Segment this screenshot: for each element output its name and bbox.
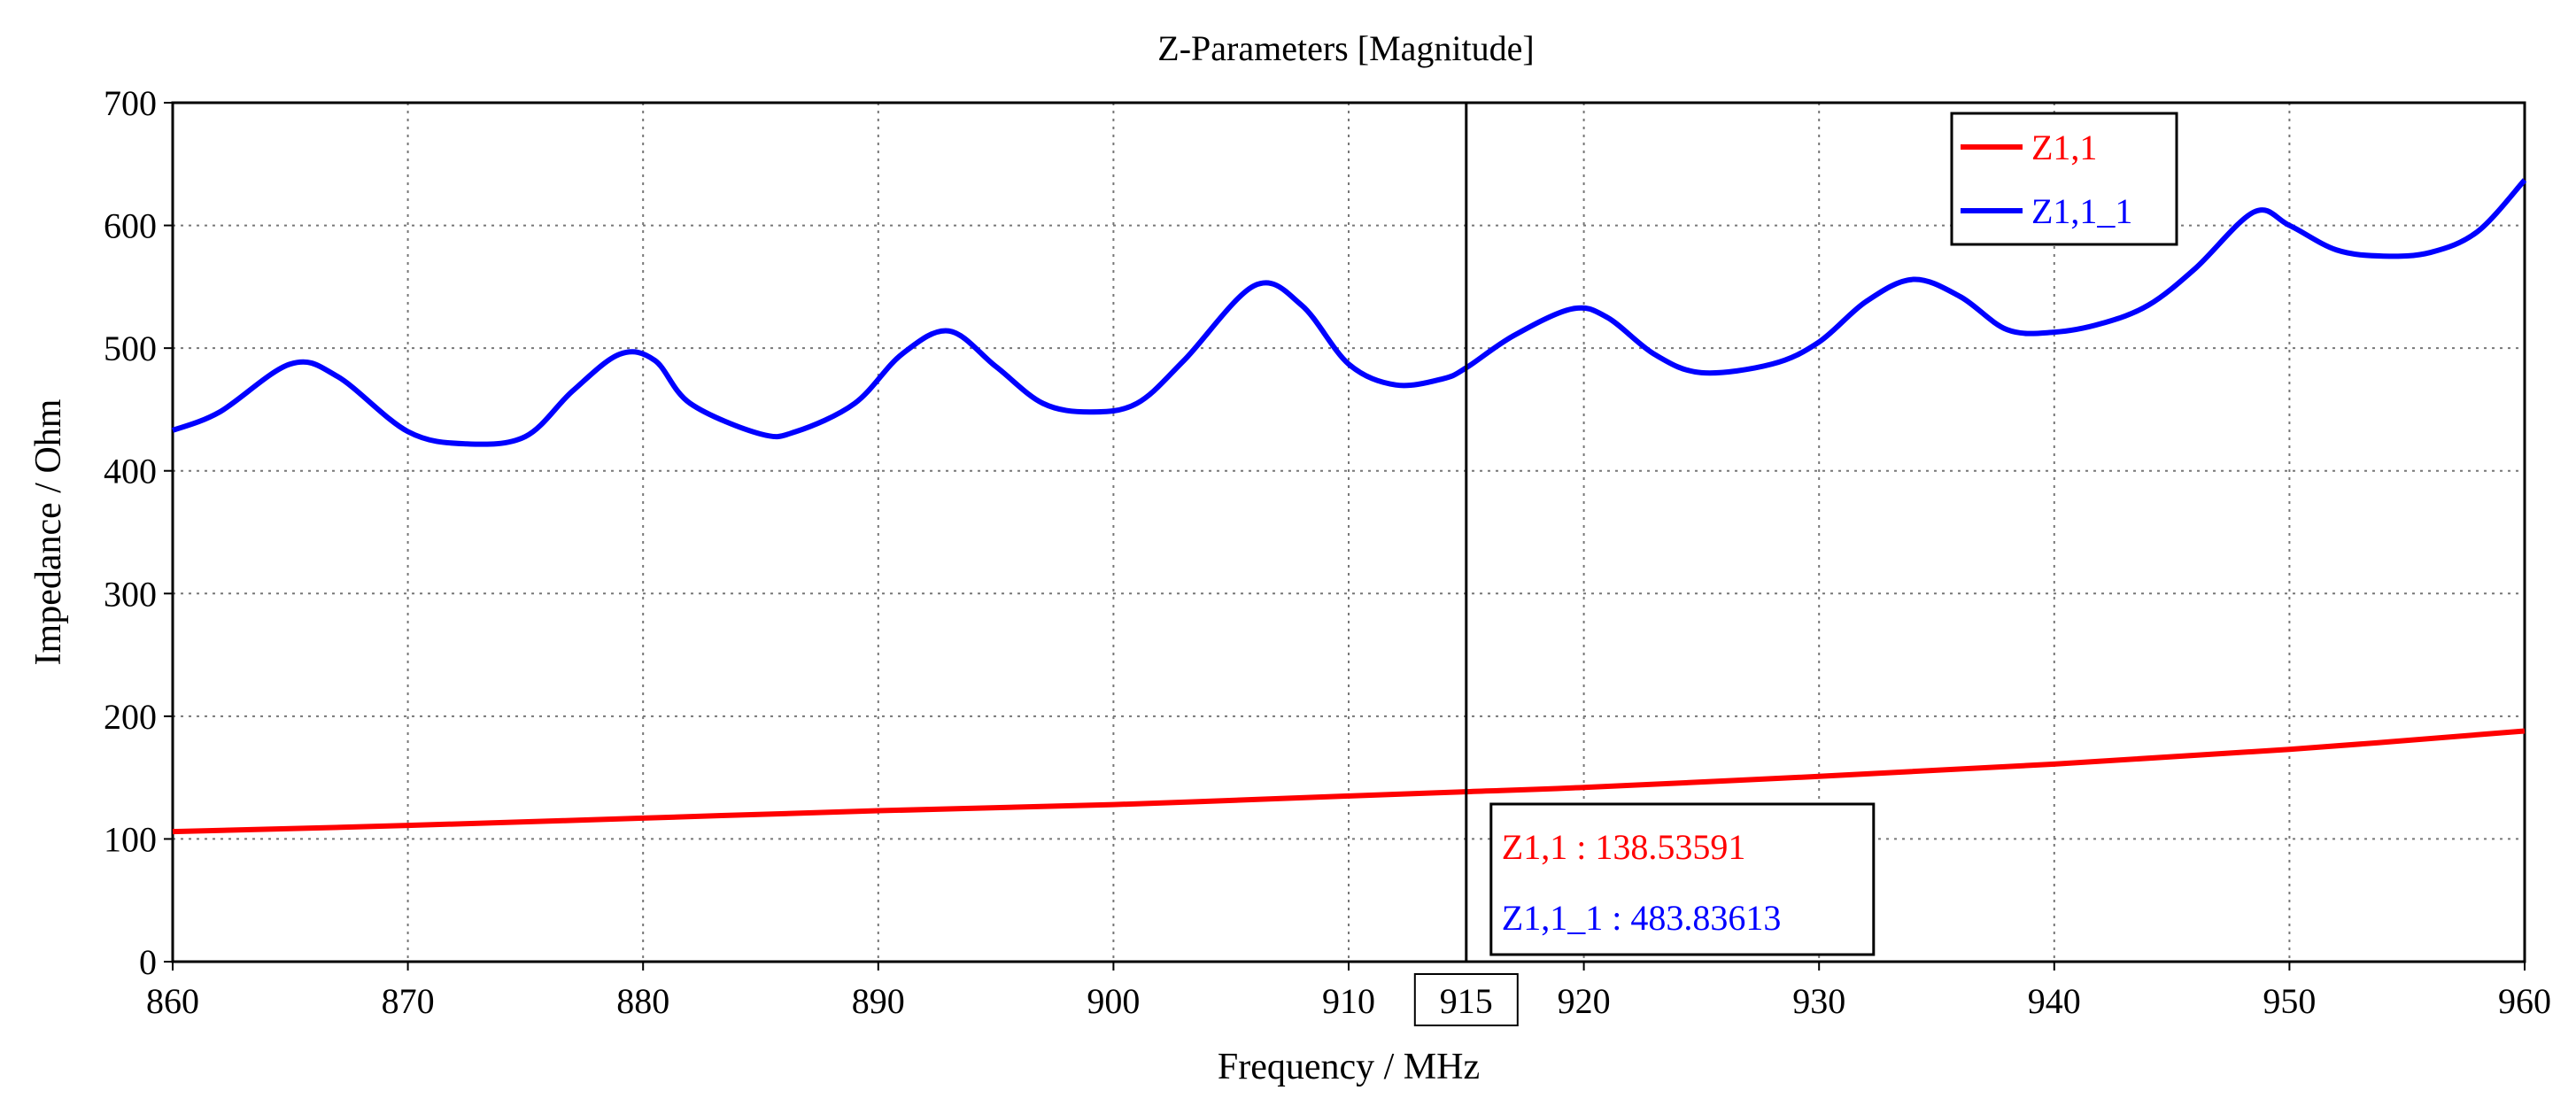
x-tick-label: 960	[2498, 981, 2551, 1021]
grid	[173, 103, 2525, 962]
x-tick-labels: 860 870 880 890 900 910 920 930 940 950 960	[146, 962, 2551, 1021]
marker-readout-box	[1489, 802, 1876, 956]
x-tick-label: 870	[382, 981, 435, 1021]
x-axis-title: Frequency / MHz	[1218, 1047, 1480, 1087]
y-tick-label: 300	[104, 574, 157, 614]
chart-title: Z-Parameters [Magnitude]	[1157, 28, 1534, 68]
x-tick-label: 860	[146, 981, 199, 1021]
marker-readout-text: Z1,1_1 : 483.83613	[1502, 898, 1782, 938]
y-tick-label: 700	[104, 83, 157, 123]
legend: Z1,1 Z1,1_1	[1950, 112, 2178, 246]
marker-group[interactable]: 915 Z1,1 : 138.53591 Z1,1_1 : 483.83613	[1413, 103, 1876, 1026]
marker-readout-text: Z1,1 : 138.53591	[1502, 827, 1746, 867]
legend-label: Z1,1	[2031, 128, 2097, 167]
legend-label: Z1,1_1	[2031, 191, 2132, 231]
x-tick-label: 950	[2263, 981, 2316, 1021]
x-tick-label: 930	[1792, 981, 1845, 1021]
series-line-z1-1	[172, 728, 2526, 835]
x-tick-label: 910	[1322, 981, 1375, 1021]
legend-box	[1950, 112, 2178, 246]
series-group	[171, 178, 2527, 835]
marker-x-label-box	[1413, 973, 1519, 1026]
x-tick-label: 920	[1558, 981, 1611, 1021]
y-tick-label: 500	[104, 329, 157, 368]
marker-x-label: 915	[1440, 981, 1493, 1021]
x-tick-label: 880	[616, 981, 669, 1021]
y-tick-label: 200	[104, 697, 157, 737]
y-tick-label: 400	[104, 452, 157, 491]
y-tick-label: 600	[104, 206, 157, 246]
y-axis-title: Impedance / Ohm	[28, 398, 69, 665]
y-tick-label: 0	[139, 942, 157, 982]
series-line-z1-1-1	[171, 178, 2527, 447]
y-tick-labels: 0 100 200 300 400 500 600 700	[104, 83, 173, 982]
x-tick-label: 940	[2028, 981, 2081, 1021]
x-tick-label: 890	[852, 981, 905, 1021]
x-tick-label: 900	[1087, 981, 1140, 1021]
y-tick-label: 100	[104, 819, 157, 859]
